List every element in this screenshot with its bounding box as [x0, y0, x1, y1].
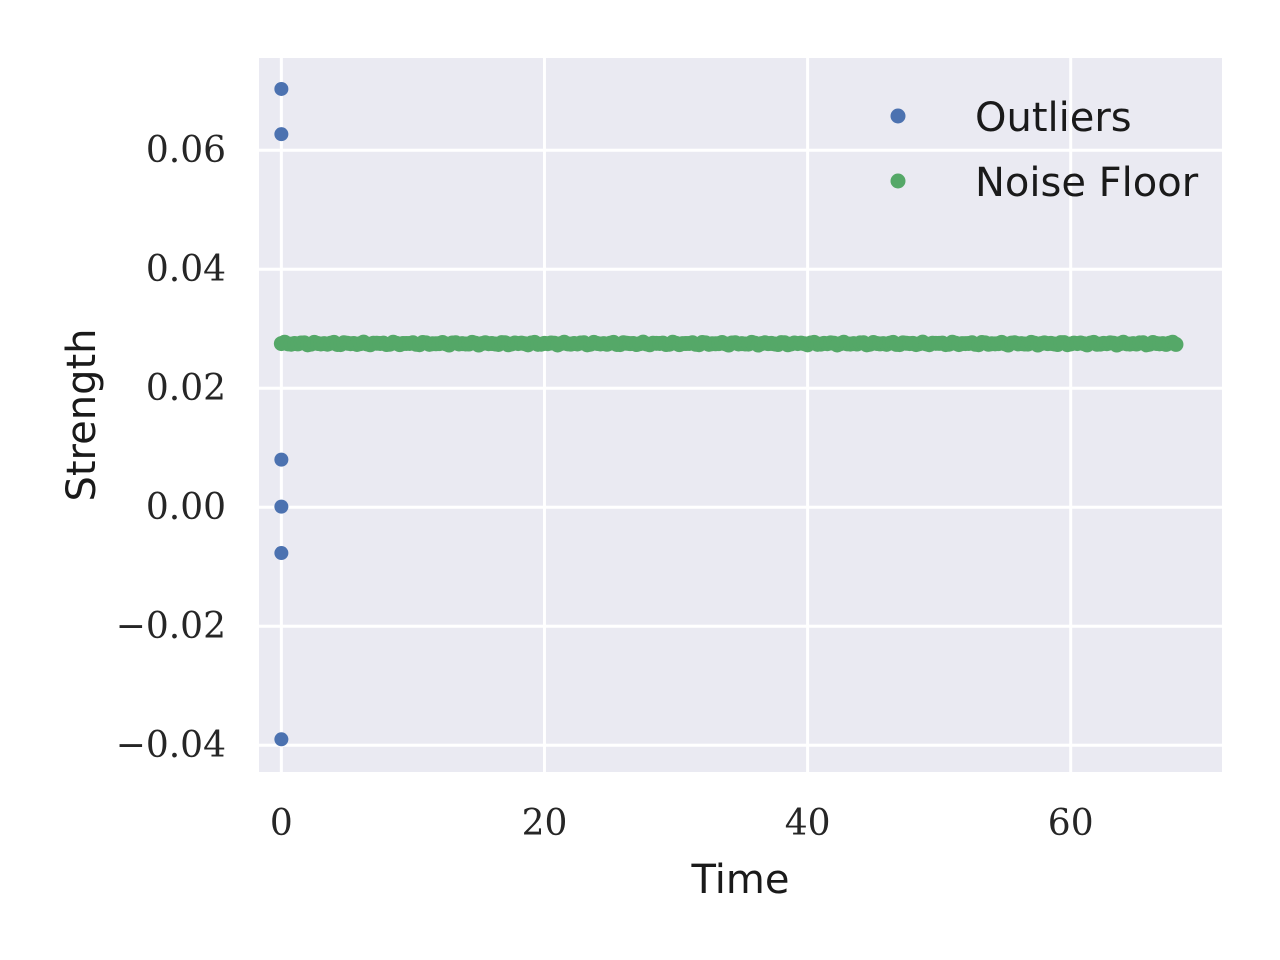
legend: Outliers Noise Floor [890, 95, 1199, 206]
outlier-point [274, 81, 289, 96]
y-tick-label: 0.02 [146, 368, 226, 409]
outlier-point [274, 127, 289, 142]
x-tick-label: 40 [785, 803, 831, 844]
y-tick-label: 0.04 [146, 249, 226, 290]
y-tick-label: 0.06 [146, 130, 226, 171]
outliers-series [274, 81, 289, 747]
legend-label-noise-floor: Noise Floor [975, 160, 1199, 206]
outlier-point [274, 452, 289, 467]
x-axis-ticks: 0 20 40 60 [270, 803, 1094, 844]
y-tick-label: −0.04 [116, 725, 226, 766]
legend-marker-noise-floor [890, 173, 906, 189]
outlier-point [274, 546, 289, 561]
noise-floor-point [1168, 336, 1184, 352]
noise-floor-series [273, 334, 1184, 353]
y-tick-label: −0.02 [116, 606, 226, 647]
outlier-point [274, 499, 289, 514]
plot-area-background [259, 58, 1222, 772]
x-tick-label: 60 [1048, 803, 1094, 844]
outlier-point [274, 732, 289, 747]
legend-label-outliers: Outliers [975, 95, 1132, 141]
grid-lines [259, 58, 1222, 772]
legend-marker-outliers [890, 108, 906, 124]
x-tick-label: 20 [522, 803, 568, 844]
x-axis-label: Time [691, 857, 790, 903]
y-axis-label: Strength [59, 328, 105, 501]
x-tick-label: 0 [270, 803, 293, 844]
y-tick-label: 0.00 [146, 487, 226, 528]
y-axis-ticks: −0.04 −0.02 0.00 0.02 0.04 0.06 [116, 130, 226, 766]
